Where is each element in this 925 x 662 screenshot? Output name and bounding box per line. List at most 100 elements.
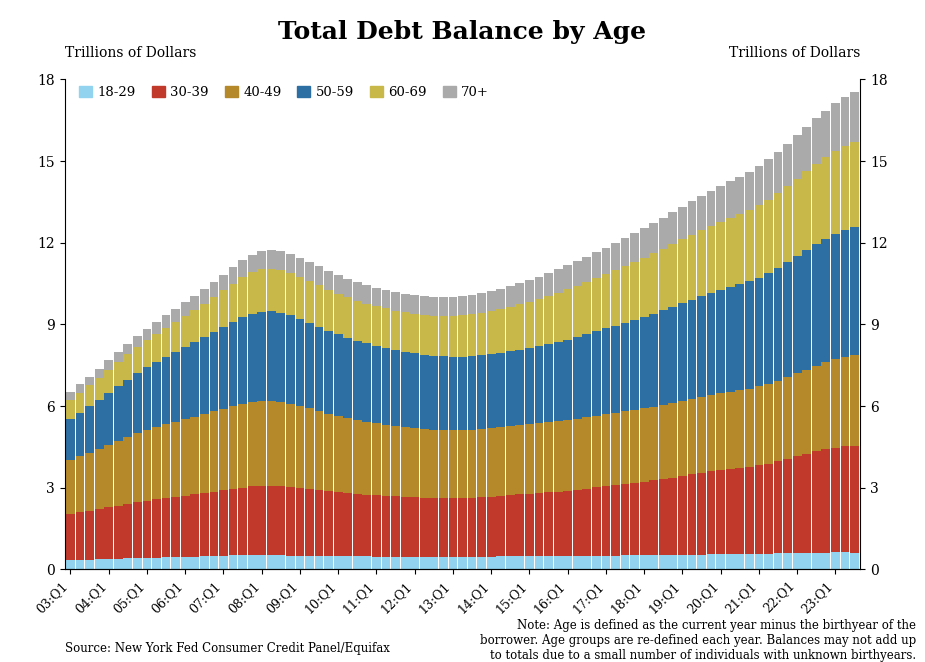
Bar [726,181,734,218]
Bar [601,414,610,487]
Text: Trillions of Dollars: Trillions of Dollars [729,46,860,60]
Bar [353,341,362,420]
Bar [850,355,859,446]
Bar [325,289,333,331]
Bar [382,496,390,557]
Bar [353,282,362,301]
Bar [745,389,754,467]
Bar [563,420,572,491]
Bar [735,284,745,390]
Bar [563,289,572,340]
Bar [353,494,362,556]
Bar [114,506,123,559]
Bar [66,514,75,560]
Bar [296,488,304,555]
Bar [391,426,400,496]
Bar [114,559,123,569]
Bar [363,495,371,557]
Bar [277,555,285,569]
Bar [372,557,381,569]
Bar [191,557,199,569]
Bar [726,287,734,392]
Bar [325,271,333,289]
Bar [420,297,428,315]
Bar [391,292,400,310]
Bar [544,344,553,422]
Bar [697,296,706,397]
Bar [286,487,295,555]
Bar [707,555,716,569]
Bar [391,496,400,557]
Bar [372,423,381,495]
Bar [152,557,161,569]
Bar [286,254,295,273]
Bar [726,554,734,569]
Bar [611,326,620,412]
Bar [841,357,849,446]
Bar [180,496,190,557]
Bar [659,218,668,249]
Bar [812,118,820,164]
Bar [152,362,161,427]
Bar [802,553,811,569]
Bar [477,497,486,557]
Bar [334,275,342,294]
Bar [277,486,285,555]
Bar [85,377,94,385]
Bar [583,334,591,417]
Bar [764,273,773,384]
Bar [411,497,419,557]
Bar [191,495,199,557]
Bar [831,151,840,234]
Bar [621,555,629,569]
Bar [94,400,104,449]
Bar [525,556,534,569]
Bar [821,553,831,569]
Bar [94,449,104,509]
Bar [544,422,553,493]
Bar [228,283,238,322]
Bar [497,557,505,569]
Bar [420,557,428,569]
Bar [257,312,266,401]
Bar [420,429,428,498]
Bar [659,555,668,569]
Bar [506,352,514,426]
Bar [583,282,591,334]
Bar [611,555,620,569]
Bar [793,256,802,373]
Bar [411,295,419,314]
Bar [773,152,783,193]
Bar [171,422,180,496]
Text: Note: Age is defined as the current year minus the birthyear of the
borrower. Ag: Note: Age is defined as the current year… [479,619,916,662]
Bar [707,226,716,293]
Bar [191,296,199,310]
Bar [678,401,686,476]
Bar [563,491,572,556]
Bar [477,355,486,429]
Bar [66,419,75,459]
Bar [793,179,802,256]
Bar [343,297,352,338]
Bar [239,488,247,555]
Bar [783,377,792,459]
Bar [162,498,170,557]
Bar [209,332,218,411]
Bar [439,297,448,316]
Bar [152,427,161,499]
Bar [640,482,648,555]
Bar [755,465,763,554]
Bar [630,234,639,262]
Bar [76,456,84,512]
Bar [735,177,745,214]
Bar [487,557,496,569]
Bar [200,338,209,414]
Bar [162,328,170,357]
Bar [783,186,792,262]
Bar [678,239,686,303]
Bar [209,556,218,569]
Bar [123,504,132,559]
Bar [850,92,859,142]
Bar [162,557,170,569]
Bar [726,392,734,469]
